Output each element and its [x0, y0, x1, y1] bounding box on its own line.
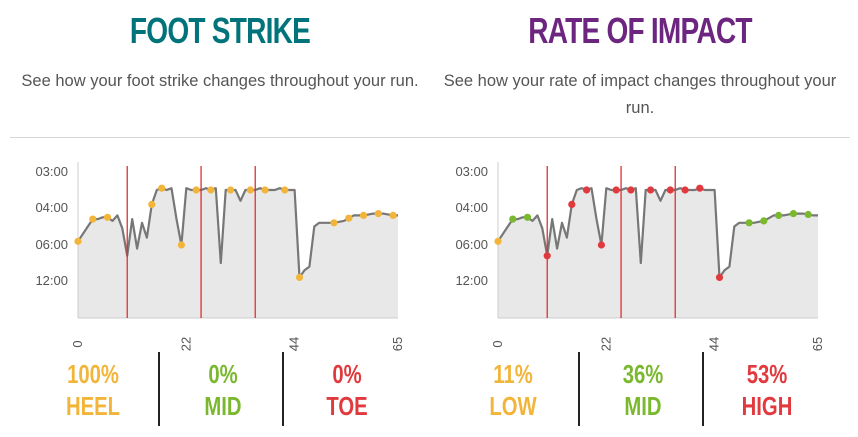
data-point	[89, 215, 97, 223]
data-point	[246, 186, 254, 194]
stat-value: 100%	[67, 359, 119, 389]
stat-label: TOE	[326, 391, 368, 421]
data-point	[804, 210, 812, 219]
data-point	[359, 211, 368, 219]
data-point	[345, 214, 353, 222]
foot-strike-chart: 03:00 04:00 06:00 12:00 0 22 44 65	[35, 162, 405, 351]
foot-strike-panel: FOOT STRIKE See how your foot strike cha…	[10, 0, 430, 437]
x-tick-label: 0	[70, 340, 85, 347]
data-point	[295, 273, 304, 281]
y-tick-label: 04:00	[35, 200, 68, 215]
stat-label: MID	[204, 391, 242, 421]
stat-label: MID	[624, 391, 662, 421]
x-tick-label: 0	[490, 340, 505, 347]
data-point	[494, 237, 502, 245]
stat-value: 36%	[622, 359, 664, 389]
data-point	[207, 186, 215, 194]
data-point	[74, 237, 82, 245]
series-line	[77, 187, 398, 279]
x-tick-label: 65	[810, 337, 825, 351]
divider	[430, 137, 850, 138]
data-point	[227, 186, 235, 194]
data-point	[158, 184, 166, 192]
data-point	[760, 217, 768, 225]
data-point	[389, 211, 397, 219]
stat-label: LOW	[489, 391, 537, 421]
y-tick-label: 04:00	[455, 200, 488, 215]
stat-low: 11% LOW	[450, 352, 576, 427]
y-tick-label: 06:00	[455, 237, 488, 252]
stat-separator	[158, 352, 160, 426]
y-tick-label: 03:00	[35, 164, 68, 179]
data-point	[627, 186, 635, 194]
foot-strike-subtitle: See how your foot strike changes through…	[21, 72, 419, 90]
data-point	[715, 273, 724, 281]
stat-separator	[702, 352, 704, 426]
data-point	[696, 184, 704, 192]
stat-value: 53%	[746, 359, 788, 389]
rate-of-impact-title: RATE OF IMPACT	[528, 10, 752, 51]
data-point	[281, 186, 289, 194]
y-tick-label: 12:00	[455, 273, 488, 288]
stat-value: 0%	[332, 359, 362, 389]
stat-separator	[282, 352, 284, 426]
data-point	[789, 210, 797, 218]
y-tick-label: 12:00	[35, 273, 68, 288]
y-tick-label: 03:00	[455, 164, 488, 179]
stat-toe: 0% TOE	[284, 352, 410, 427]
area-fill	[78, 188, 398, 318]
stat-high: 53% HIGH	[704, 352, 830, 427]
rate-of-impact-panel: RATE OF IMPACT See how your rate of impa…	[430, 0, 850, 437]
x-tick-label: 44	[287, 337, 302, 351]
foot-strike-stats: 100% HEEL 0% MID 0% TOE	[30, 352, 410, 427]
series-line	[497, 187, 818, 279]
data-point	[509, 215, 517, 223]
data-point	[103, 213, 112, 221]
data-point	[330, 219, 338, 227]
stat-label: HIGH	[741, 391, 793, 421]
x-tick-label: 22	[178, 337, 193, 351]
data-point	[523, 213, 532, 221]
stat-mid: 0% MID	[160, 352, 286, 427]
data-point	[192, 186, 200, 194]
data-point	[612, 186, 620, 194]
stat-value: 0%	[208, 359, 238, 389]
data-point	[745, 219, 753, 227]
foot-strike-title: FOOT STRIKE	[129, 10, 311, 51]
rate-of-impact-stats: 11% LOW 36% MID 53% HIGH	[450, 352, 830, 427]
data-point	[177, 241, 185, 249]
y-tick-label: 06:00	[35, 237, 68, 252]
data-point	[148, 200, 156, 208]
rate-of-impact-chart: 03:00 04:00 06:00 12:00 0 22 44 65	[455, 162, 825, 351]
stat-mid: 36% MID	[580, 352, 706, 427]
data-point	[597, 241, 605, 249]
data-point	[374, 210, 382, 218]
data-point	[583, 186, 591, 194]
data-point	[261, 186, 269, 194]
data-point	[775, 211, 783, 219]
data-point	[647, 186, 655, 194]
rate-of-impact-subtitle: See how your rate of impact changes thro…	[443, 72, 837, 117]
area-fill	[498, 188, 818, 318]
data-point	[568, 200, 576, 208]
divider	[10, 137, 430, 138]
stat-separator	[578, 352, 580, 426]
data-point	[681, 186, 689, 194]
x-tick-label: 65	[390, 337, 405, 351]
stat-label: HEEL	[65, 391, 121, 421]
stat-heel: 100% HEEL	[30, 352, 156, 427]
data-point	[666, 186, 674, 194]
x-tick-label: 44	[707, 337, 722, 351]
data-point	[543, 252, 551, 260]
stat-value: 11%	[493, 359, 533, 389]
x-tick-label: 22	[598, 337, 613, 351]
